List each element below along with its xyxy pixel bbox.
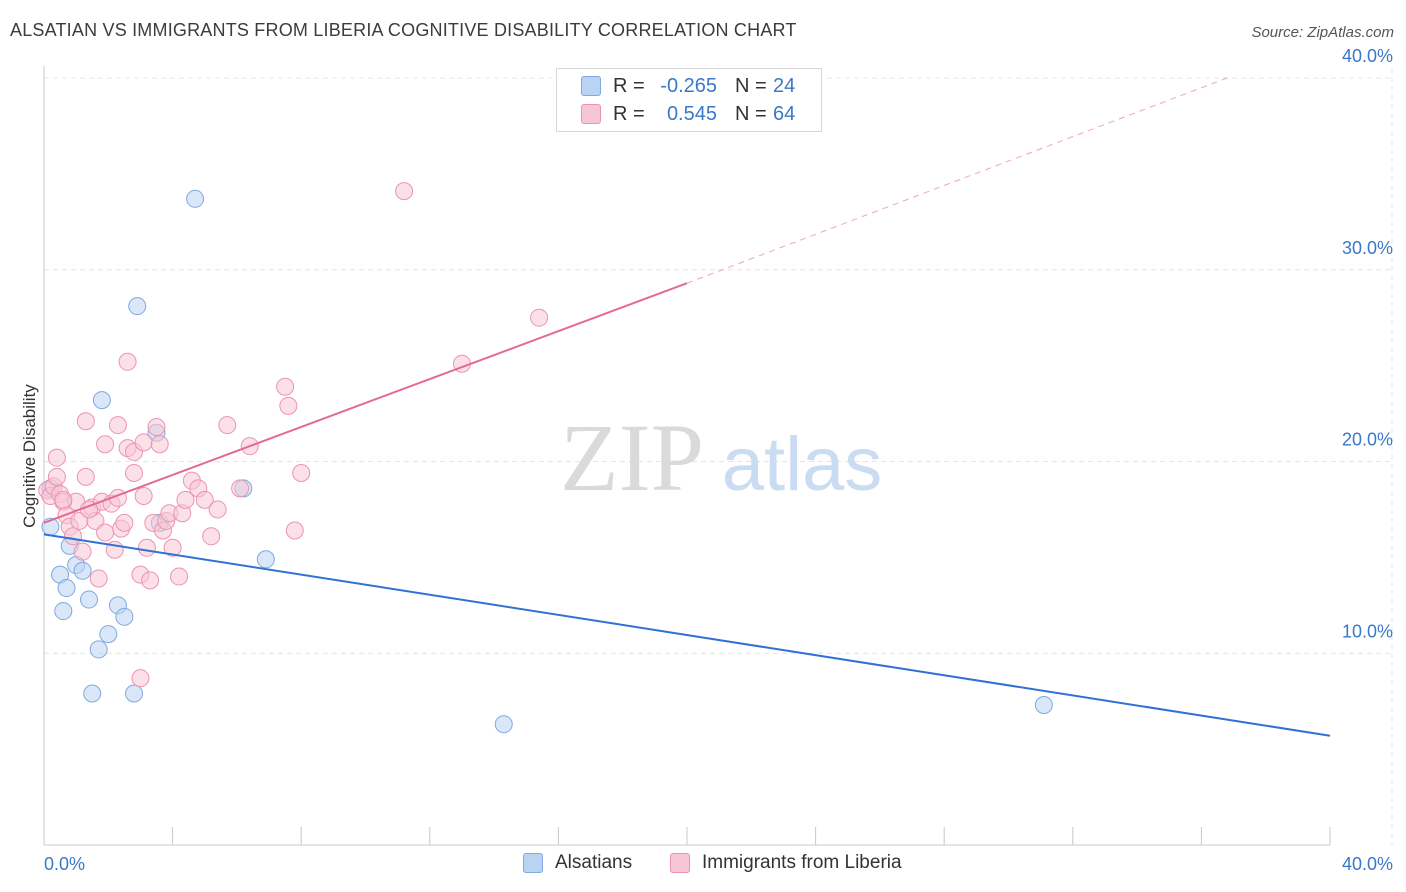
series-swatch-alsatians: [523, 853, 543, 873]
alsatian-point: [80, 590, 99, 609]
liberia-point: [231, 479, 250, 498]
liberia-trend-line: [43, 282, 688, 524]
legend-n-value: 64: [773, 102, 796, 125]
alsatian-point: [128, 297, 147, 316]
series-legend: Alsatians Immigrants from Liberia: [0, 852, 1406, 878]
legend-n-label: N =: [735, 102, 767, 125]
y-tick-label: 20.0%: [1342, 430, 1393, 450]
liberia-point: [163, 538, 182, 557]
liberia-point: [141, 571, 160, 590]
liberia-point: [530, 308, 549, 327]
liberia-point: [176, 490, 195, 509]
alsatian-point: [83, 684, 102, 703]
liberia-point: [96, 435, 115, 454]
liberia-point: [150, 435, 169, 454]
liberia-point: [218, 416, 237, 435]
liberia-point: [134, 433, 153, 452]
liberia-point: [276, 377, 295, 396]
liberia-point: [137, 538, 156, 557]
liberia-point: [195, 490, 214, 509]
alsatian-point: [99, 625, 118, 644]
series-label-liberia: Immigrants from Liberia: [702, 852, 902, 873]
liberia-point: [147, 417, 166, 436]
watermark: ZIP atlas: [560, 404, 882, 511]
legend-r-label: R =: [613, 102, 645, 125]
trend-lines: [43, 77, 1331, 737]
alsatians-trend-line: [43, 533, 1331, 737]
series-legend-liberia[interactable]: Immigrants from Liberia: [670, 852, 902, 874]
legend-r-value: 0.545: [666, 102, 717, 125]
liberia-point: [292, 464, 311, 483]
y-tick-label: 30.0%: [1342, 238, 1393, 258]
series-legend-alsatians[interactable]: Alsatians: [523, 852, 632, 874]
liberia-point: [96, 523, 115, 542]
alsatian-point: [73, 561, 92, 580]
data-points: [38, 182, 1053, 734]
source-label: Source: ZipAtlas.com: [1251, 24, 1394, 41]
y-tick-label: 40.0%: [1342, 46, 1393, 66]
legend-n-value: 24: [773, 74, 796, 97]
correlation-legend: R = -0.265 N = 24 R = 0.545 N = 64: [556, 68, 822, 132]
alsatian-point: [186, 189, 205, 208]
liberia-point: [47, 448, 66, 467]
chart-title: ALSATIAN VS IMMIGRANTS FROM LIBERIA COGN…: [10, 20, 797, 40]
legend-row-alsatians: R = -0.265 N = 24: [581, 73, 795, 99]
liberia-point: [395, 182, 414, 201]
alsatian-point: [256, 550, 275, 569]
watermark-zip: ZIP: [560, 404, 704, 511]
liberia-point: [134, 487, 153, 506]
liberia-point: [63, 527, 82, 546]
legend-row-liberia: R = 0.545 N = 64: [581, 101, 795, 127]
liberia-point: [125, 464, 144, 483]
liberia-point: [170, 567, 189, 586]
legend-n-label: N =: [735, 74, 767, 97]
liberia-point: [54, 490, 73, 509]
liberia-point: [285, 521, 304, 540]
axes: [43, 66, 1331, 846]
alsatian-point: [89, 640, 108, 659]
alsatian-point: [57, 579, 76, 598]
alsatian-point: [1034, 696, 1053, 715]
liberia-point: [118, 352, 137, 371]
legend-swatch-liberia: [581, 104, 601, 124]
legend-swatch-alsatians: [581, 76, 601, 96]
y-axis-label: Cognitive Disability: [20, 384, 39, 528]
alsatian-point: [494, 715, 513, 734]
x-tick-label: 0.0%: [44, 854, 85, 874]
watermark-atlas: atlas: [722, 422, 883, 507]
alsatian-point: [92, 391, 111, 410]
legend-r-value: -0.265: [660, 74, 717, 97]
x-tick-label: 40.0%: [1342, 854, 1393, 874]
liberia-point: [76, 412, 95, 431]
liberia-point: [89, 569, 108, 588]
series-label-alsatians: Alsatians: [555, 852, 633, 873]
liberia-point: [202, 527, 221, 546]
alsatian-point: [125, 684, 144, 703]
liberia-point: [208, 500, 227, 519]
series-swatch-liberia: [670, 853, 690, 873]
liberia-point: [115, 513, 134, 532]
liberia-point: [108, 416, 127, 435]
alsatian-point: [54, 602, 73, 621]
alsatian-point: [115, 607, 134, 626]
liberia-point: [73, 542, 92, 561]
tick-labels: 10.0% 20.0% 30.0% 40.0% 0.0% 40.0%: [44, 46, 1393, 874]
liberia-point: [131, 669, 150, 688]
legend-r-label: R =: [613, 74, 645, 97]
grid-lines: [44, 68, 1393, 845]
liberia-point: [279, 396, 298, 415]
liberia-trend-extension: [686, 77, 1228, 284]
liberia-point: [47, 467, 66, 486]
liberia-point: [76, 467, 95, 486]
y-tick-label: 10.0%: [1342, 621, 1393, 641]
